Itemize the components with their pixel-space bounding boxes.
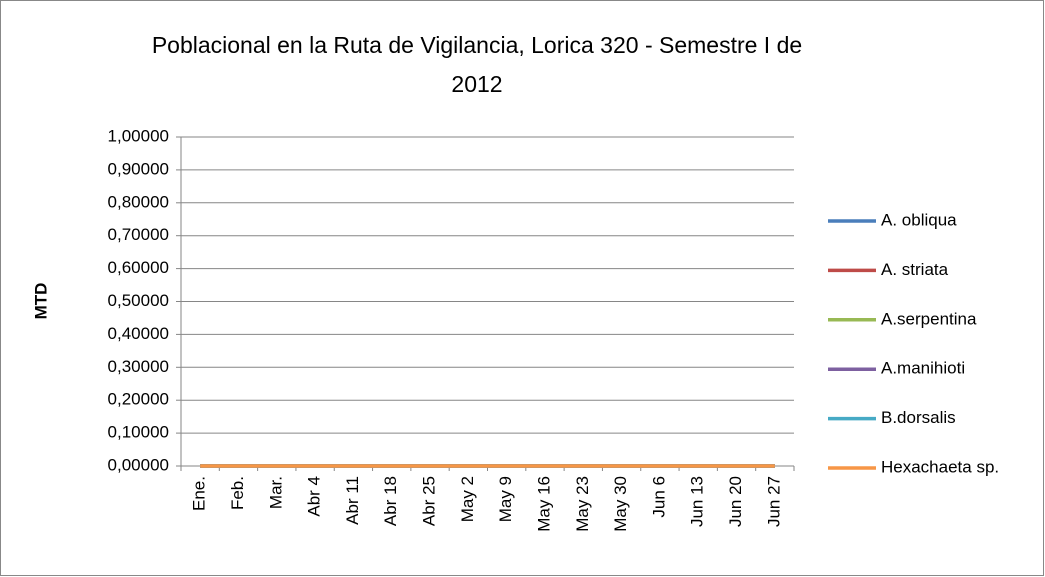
legend-label: A. obliqua <box>881 210 957 229</box>
y-tick-label: 0,10000 <box>108 423 169 442</box>
y-tick-label: 0,40000 <box>108 324 169 343</box>
y-tick-label: 0,50000 <box>108 291 169 310</box>
x-tick-label: May 2 <box>458 476 477 522</box>
x-tick-label: May 16 <box>534 476 553 532</box>
x-tick-label: Abr 11 <box>343 476 362 525</box>
y-tick-label: 1,00000 <box>108 126 169 145</box>
y-tick-label: 0,60000 <box>108 258 169 277</box>
x-tick-label: Abr 4 <box>305 476 324 517</box>
x-tick-label: Abr 25 <box>420 476 439 526</box>
y-tick-label: 0,20000 <box>108 390 169 409</box>
x-tick-label: Jun 13 <box>688 476 707 527</box>
y-axis-label: MTD <box>31 283 50 320</box>
legend-label: A.manihioti <box>881 359 965 378</box>
legend-label: B.dorsalis <box>881 408 956 427</box>
y-tick-label: 0,00000 <box>108 455 169 474</box>
x-tick-label: Jun 20 <box>726 476 745 527</box>
x-tick-label: May 30 <box>611 476 630 532</box>
x-tick-label: Jun 6 <box>649 476 668 518</box>
x-tick-label: Jun 27 <box>764 476 783 527</box>
x-tick-label: Ene. <box>190 476 209 511</box>
legend-label: A. striata <box>881 260 949 279</box>
x-tick-label: May 9 <box>496 476 515 522</box>
x-tick-label: Feb. <box>228 476 247 510</box>
x-tick-label: May 23 <box>573 476 592 532</box>
y-tick-label: 0,70000 <box>108 225 169 244</box>
y-tick-label: 0,30000 <box>108 357 169 376</box>
chart-title: Poblacional en la Ruta de Vigilancia, Lo… <box>152 32 802 58</box>
y-tick-label: 0,90000 <box>108 159 169 178</box>
chart-title: 2012 <box>451 71 502 97</box>
legend-label: A.serpentina <box>881 309 977 328</box>
y-tick-label: 0,80000 <box>108 192 169 211</box>
x-tick-label: Mar. <box>266 476 285 509</box>
x-tick-label: Abr 18 <box>381 476 400 526</box>
legend-label: Hexachaeta sp. <box>881 457 999 476</box>
